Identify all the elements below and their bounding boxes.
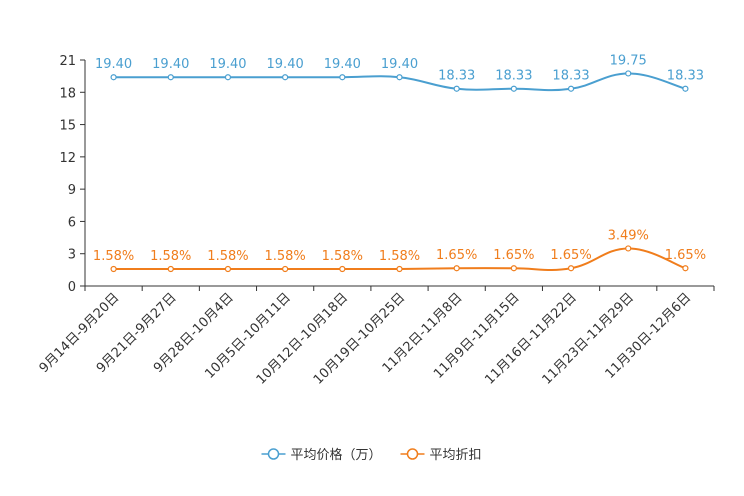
- data-label: 1.58%: [322, 249, 363, 264]
- data-point: [167, 265, 174, 273]
- series-layer: 19.40 19.40 19.40 19.40 19.40 19.40 18.33 18.33…: [93, 53, 706, 273]
- data-label: 19.40: [267, 57, 304, 72]
- data-point: [167, 74, 174, 81]
- data-label: 18.33: [438, 69, 475, 84]
- data-label: 1.65%: [436, 248, 477, 263]
- data-point: [510, 85, 517, 92]
- data-label: 1.65%: [665, 248, 706, 263]
- data-label: 1.58%: [264, 249, 305, 264]
- data-point: [625, 70, 632, 77]
- data-label: 1.65%: [493, 248, 534, 263]
- data-label: 1.58%: [207, 249, 248, 264]
- data-label: 1.65%: [550, 248, 591, 263]
- y-tick-label: 0: [68, 280, 76, 295]
- data-point: [224, 74, 232, 81]
- data-point: [282, 74, 289, 81]
- data-point: [339, 74, 346, 81]
- data-label: 1.58%: [93, 249, 134, 264]
- axes: 0369121518219月14日-9月20日9月21日-9月27日9月28日-…: [37, 54, 715, 388]
- series-0: 19.40 19.40 19.40 19.40 19.40 19.40 18.33 18.33…: [95, 53, 704, 92]
- data-point: [396, 265, 403, 273]
- data-point: [682, 265, 689, 272]
- data-label: 19.75: [610, 53, 647, 68]
- y-tick-label: 18: [59, 86, 76, 101]
- data-label: 1.58%: [150, 249, 191, 264]
- data-point: [224, 265, 232, 273]
- legend-marker-icon: [406, 448, 419, 460]
- data-label: 19.40: [324, 57, 361, 72]
- legend-item-1[interactable]: 平均折扣: [400, 448, 482, 463]
- data-label: 18.33: [552, 69, 589, 84]
- y-tick-label: 6: [68, 215, 76, 230]
- data-point: [567, 265, 575, 272]
- data-label: 1.58%: [379, 249, 420, 264]
- data-point: [339, 265, 346, 273]
- legend-label: 平均折扣: [430, 448, 482, 463]
- legend[interactable]: 平均价格（万） 平均折扣: [261, 447, 482, 463]
- data-point: [396, 74, 403, 81]
- y-tick-label: 9: [68, 183, 76, 198]
- y-tick-label: 21: [59, 54, 76, 69]
- legend-item-0[interactable]: 平均价格（万）: [261, 447, 382, 463]
- data-label: 19.40: [152, 57, 189, 72]
- legend-label: 平均价格（万）: [291, 447, 382, 463]
- data-point: [682, 85, 689, 92]
- data-point: [510, 265, 517, 272]
- y-tick-label: 12: [59, 151, 76, 166]
- data-point: [282, 265, 289, 273]
- data-label: 18.33: [495, 69, 532, 84]
- data-label: 19.40: [381, 57, 418, 72]
- data-point: [110, 265, 117, 273]
- data-label: 19.40: [95, 57, 132, 72]
- series-1: 1.58% 1.58% 1.58% 1.58% 1.58% 1.58% 1.65% 1.65%…: [93, 228, 706, 273]
- data-label: 18.33: [667, 69, 704, 84]
- data-point: [110, 74, 117, 81]
- legend-marker-icon: [267, 448, 280, 460]
- data-label: 3.49%: [608, 228, 649, 243]
- y-tick-label: 3: [68, 248, 76, 263]
- data-point: [567, 85, 575, 92]
- data-label: 19.40: [209, 57, 246, 72]
- data-point: [453, 85, 460, 92]
- data-point: [453, 265, 460, 272]
- data-point: [625, 245, 632, 252]
- y-tick-label: 15: [59, 119, 76, 134]
